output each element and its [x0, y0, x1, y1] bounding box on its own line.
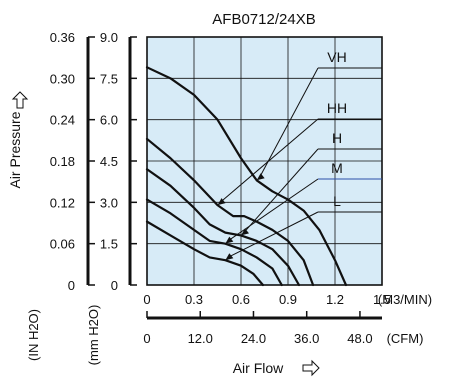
series-leader-arrow: [256, 173, 265, 181]
x-unit-cfm: (CFM): [387, 331, 424, 346]
y-tick-label-inh2o: 0.24: [50, 113, 75, 128]
series-leader-line: [228, 211, 319, 258]
x-tick-label-cfm: 0: [143, 331, 150, 346]
x-arrow-icon: [302, 359, 320, 377]
x-tick-label-m3min: 1.2: [326, 292, 344, 307]
y-tick-label-mmh2o: 4.5: [100, 154, 118, 169]
series-leader-arrow: [241, 228, 249, 236]
curve-l: [145, 220, 265, 287]
series-leader-line: [228, 178, 319, 242]
series-leader-arrow: [217, 198, 226, 206]
y-unit-inh2o: (IN H2O): [26, 309, 41, 361]
x-tick-label-cfm: 12.0: [188, 331, 213, 346]
y-tick-label-inh2o: 0.18: [50, 154, 75, 169]
series-leader-arrow: [225, 236, 234, 244]
series-leader-line: [259, 67, 319, 178]
y-axis-label: Air Pressure: [7, 111, 23, 188]
y-unit-mmh2o: (mm H2O): [86, 305, 101, 366]
curve-vh: [145, 66, 348, 287]
x-tick-label-cfm: 36.0: [294, 331, 319, 346]
series-leaders: [217, 67, 319, 261]
y-tick-label-mmh2o: 6.0: [100, 113, 118, 128]
x-tick-label-m3min: 0.9: [279, 292, 297, 307]
x-tick-label-m3min: 0.6: [232, 292, 250, 307]
y-tick-label-inh2o: 0.06: [50, 237, 75, 252]
y-arrow-icon: [11, 91, 29, 109]
series-label-l: L: [333, 193, 341, 209]
series-label-m: M: [331, 160, 343, 176]
series-label-hh: HH: [327, 100, 347, 116]
series-label-vh: VH: [327, 49, 346, 65]
y-tick-label-inh2o: 0.36: [50, 30, 75, 45]
y-tick-label-mmh2o: 1.5: [100, 237, 118, 252]
x-ticks-cfm: 0 12.0 24.0 36.0 48.0: [143, 311, 373, 346]
y-tick-label-mmh2o: 3.0: [100, 195, 118, 210]
grid: [147, 37, 382, 285]
y-tick-label-inh2o: 0.30: [50, 71, 75, 86]
x-tick-label-cfm: 24.0: [241, 331, 266, 346]
series-label-h: H: [332, 130, 342, 146]
y-tick-label-mmh2o: 0: [111, 278, 118, 293]
series-leader-arrow: [225, 253, 234, 261]
curve-h: [145, 168, 301, 287]
series-curves: [145, 66, 348, 287]
x-axis-label: Air Flow: [233, 360, 284, 376]
chart-title: AFB0712/24XB: [212, 11, 315, 28]
series-leader-line: [243, 148, 319, 233]
x-tick-label-m3min: 1.5: [373, 292, 391, 307]
y-tick-label-mmh2o: 7.5: [100, 71, 118, 86]
curve-hh: [145, 137, 315, 287]
y-ticks-mmh2o: 0 1.5 3.0 4.5 6.0 7.5 9.0: [100, 30, 137, 293]
x-unit-m3min: (M3/MIN): [378, 292, 432, 307]
x-ticks-m3min: 0 0.3 0.6 0.9 1.2 1.5: [143, 292, 391, 307]
y-ticks-inh2o: 0 0.06 0.12 0.18 0.24 0.30 0.36: [50, 30, 95, 293]
x-tick-label-m3min: 0: [143, 292, 150, 307]
y-tick-label-inh2o: 0: [68, 278, 75, 293]
series-leader-line: [220, 118, 319, 203]
x-tick-label-cfm: 48.0: [347, 331, 372, 346]
y-tick-label-mmh2o: 9.0: [100, 30, 118, 45]
x-tick-label-m3min: 0.3: [185, 292, 203, 307]
y-tick-label-inh2o: 0.12: [50, 195, 75, 210]
